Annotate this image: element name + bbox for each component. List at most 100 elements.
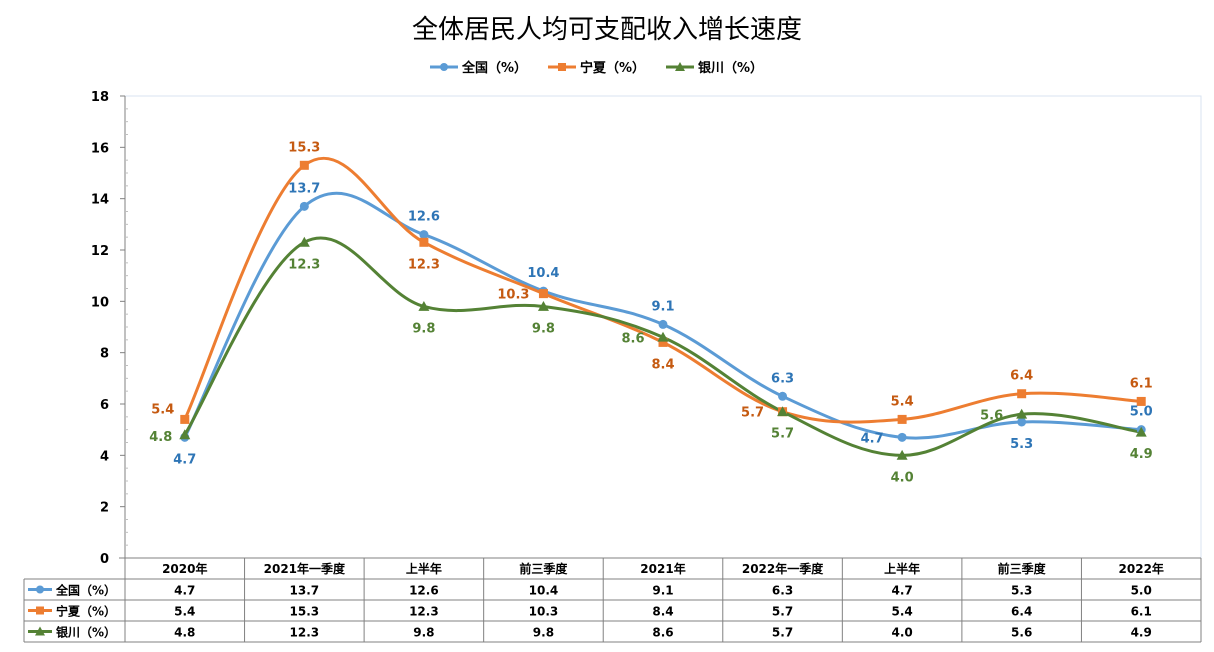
marker-yinchuan-8 xyxy=(1135,426,1147,437)
legend-label-national: 全国（%） xyxy=(461,60,527,76)
marker-national-7 xyxy=(1017,417,1027,427)
table-cell-national-7: 5.3 xyxy=(1011,584,1032,598)
table-cell-yinchuan-5: 5.7 xyxy=(772,626,793,640)
data-label-ningxia-7: 6.4 xyxy=(1010,369,1033,384)
data-label-national-4: 9.1 xyxy=(651,299,674,314)
table-cell-ningxia-3: 10.3 xyxy=(529,605,559,619)
x-tick-label-3: 前三季度 xyxy=(519,561,568,576)
data-label-yinchuan-3: 9.8 xyxy=(532,321,555,336)
data-label-national-0: 4.7 xyxy=(173,452,196,467)
marker-yinchuan-0 xyxy=(179,429,191,440)
table-cell-national-0: 4.7 xyxy=(174,584,195,598)
data-label-yinchuan-5: 5.7 xyxy=(771,427,794,442)
table-cell-ningxia-8: 6.1 xyxy=(1131,605,1152,619)
data-label-ningxia-1: 15.3 xyxy=(288,140,320,155)
table-cell-national-8: 5.0 xyxy=(1131,584,1152,598)
marker-yinchuan-2 xyxy=(418,300,430,311)
marker-national-6 xyxy=(897,432,907,442)
markers xyxy=(179,160,1147,460)
table-cell-ningxia-0: 5.4 xyxy=(174,605,195,619)
marker-yinchuan-1 xyxy=(298,236,310,247)
marker-national-4 xyxy=(658,319,668,329)
y-tick-label: 18 xyxy=(91,90,109,105)
y-tick-label: 0 xyxy=(100,552,109,567)
x-tick-label-6: 上半年 xyxy=(884,561,920,576)
data-label-ningxia-3: 10.3 xyxy=(497,288,529,303)
table-cell-yinchuan-2: 9.8 xyxy=(413,626,434,640)
y-tick-label: 14 xyxy=(91,193,109,208)
marker-national-5 xyxy=(778,391,788,401)
marker-yinchuan-4 xyxy=(657,331,669,342)
data-label-ningxia-6: 5.4 xyxy=(891,394,914,409)
data-label-ningxia-0: 5.4 xyxy=(151,402,174,417)
table-cell-yinchuan-0: 4.8 xyxy=(174,626,195,640)
y-tick-label: 2 xyxy=(100,501,109,516)
data-label-yinchuan-1: 12.3 xyxy=(288,257,320,272)
table-cell-yinchuan-7: 5.6 xyxy=(1011,626,1032,640)
table-cell-national-3: 10.4 xyxy=(529,584,559,598)
table-cell-yinchuan-3: 9.8 xyxy=(533,626,554,640)
data-label-national-1: 13.7 xyxy=(288,181,320,196)
chart-title: 全体居民人均可支配收入增长速度 xyxy=(412,15,802,45)
marker-ningxia-4 xyxy=(658,337,668,347)
table-cell-yinchuan-4: 8.6 xyxy=(652,626,673,640)
y-tick-label: 4 xyxy=(100,449,109,464)
data-label-ningxia-4: 8.4 xyxy=(651,357,674,372)
table-row-label-ningxia: 宁夏（%） xyxy=(56,604,116,619)
table-cell-yinchuan-1: 12.3 xyxy=(290,626,320,640)
marker-ningxia-7 xyxy=(1017,389,1027,399)
x-tick-label-8: 2022年 xyxy=(1119,561,1164,576)
table-cell-yinchuan-6: 4.0 xyxy=(891,626,912,640)
marker-ningxia-6 xyxy=(897,414,907,424)
axes: 0 2 4 6 8 10 12 14 16 18 xyxy=(91,90,1201,638)
data-label-ningxia-2: 12.3 xyxy=(408,257,440,272)
table-cell-ningxia-2: 12.3 xyxy=(409,605,439,619)
x-tick-label-4: 2021年 xyxy=(640,561,685,576)
y-tick-label: 6 xyxy=(100,398,109,413)
data-label-yinchuan-8: 4.9 xyxy=(1130,447,1153,462)
data-label-national-3: 10.4 xyxy=(527,266,559,281)
y-tick-label: 12 xyxy=(91,244,109,259)
table-cell-ningxia-4: 8.4 xyxy=(652,605,673,619)
table-cell-ningxia-1: 15.3 xyxy=(290,605,320,619)
marker-yinchuan-6 xyxy=(896,449,908,460)
table-cell-ningxia-5: 5.7 xyxy=(772,605,793,619)
data-label-national-5: 6.3 xyxy=(771,371,794,386)
marker-ningxia-2 xyxy=(419,237,429,247)
data-label-national-7: 5.3 xyxy=(1010,437,1033,452)
table-cell-ningxia-6: 5.4 xyxy=(891,605,912,619)
data-label-national-6: 4.7 xyxy=(861,431,884,446)
x-tick-label-2: 上半年 xyxy=(406,561,442,576)
table-cell-national-1: 13.7 xyxy=(290,584,320,598)
x-tick-label-0: 2020年 xyxy=(162,561,207,576)
data-label-national-8: 5.0 xyxy=(1130,405,1153,420)
x-tick-label-5: 2022年一季度 xyxy=(742,561,824,576)
table-cell-national-4: 9.1 xyxy=(652,584,673,598)
data-label-national-2: 12.6 xyxy=(408,210,440,225)
legend-marker-national xyxy=(440,63,448,71)
table-legend-marker-national xyxy=(36,585,44,594)
x-tick-label-7: 前三季度 xyxy=(998,561,1047,576)
table-cell-national-5: 6.3 xyxy=(772,584,793,598)
table-cell-ningxia-7: 6.4 xyxy=(1011,605,1032,619)
legend: 全国（%） 宁夏（%） 银川（%） xyxy=(430,60,763,76)
marker-yinchuan-7 xyxy=(1016,408,1028,419)
marker-ningxia-8 xyxy=(1136,396,1146,406)
marker-ningxia-3 xyxy=(538,289,548,299)
y-tick-label: 10 xyxy=(91,295,109,310)
table-cell-national-6: 4.7 xyxy=(891,584,912,598)
marker-national-2 xyxy=(419,230,429,240)
table-row-label-national: 全国（%） xyxy=(55,583,116,598)
marker-national-1 xyxy=(299,201,309,211)
legend-label-ningxia: 宁夏（%） xyxy=(580,60,645,76)
y-tick-label: 8 xyxy=(100,347,109,362)
table-legend-marker-yinchuan xyxy=(35,626,45,636)
series-line-national xyxy=(183,191,1142,440)
marker-ningxia-1 xyxy=(299,160,309,170)
legend-label-yinchuan: 银川（%） xyxy=(698,60,763,76)
x-tick-label-1: 2021年一季度 xyxy=(264,561,346,576)
series-line-yinchuan xyxy=(183,236,1142,457)
legend-marker-ningxia xyxy=(558,63,566,71)
data-label-yinchuan-4: 8.6 xyxy=(621,331,644,346)
